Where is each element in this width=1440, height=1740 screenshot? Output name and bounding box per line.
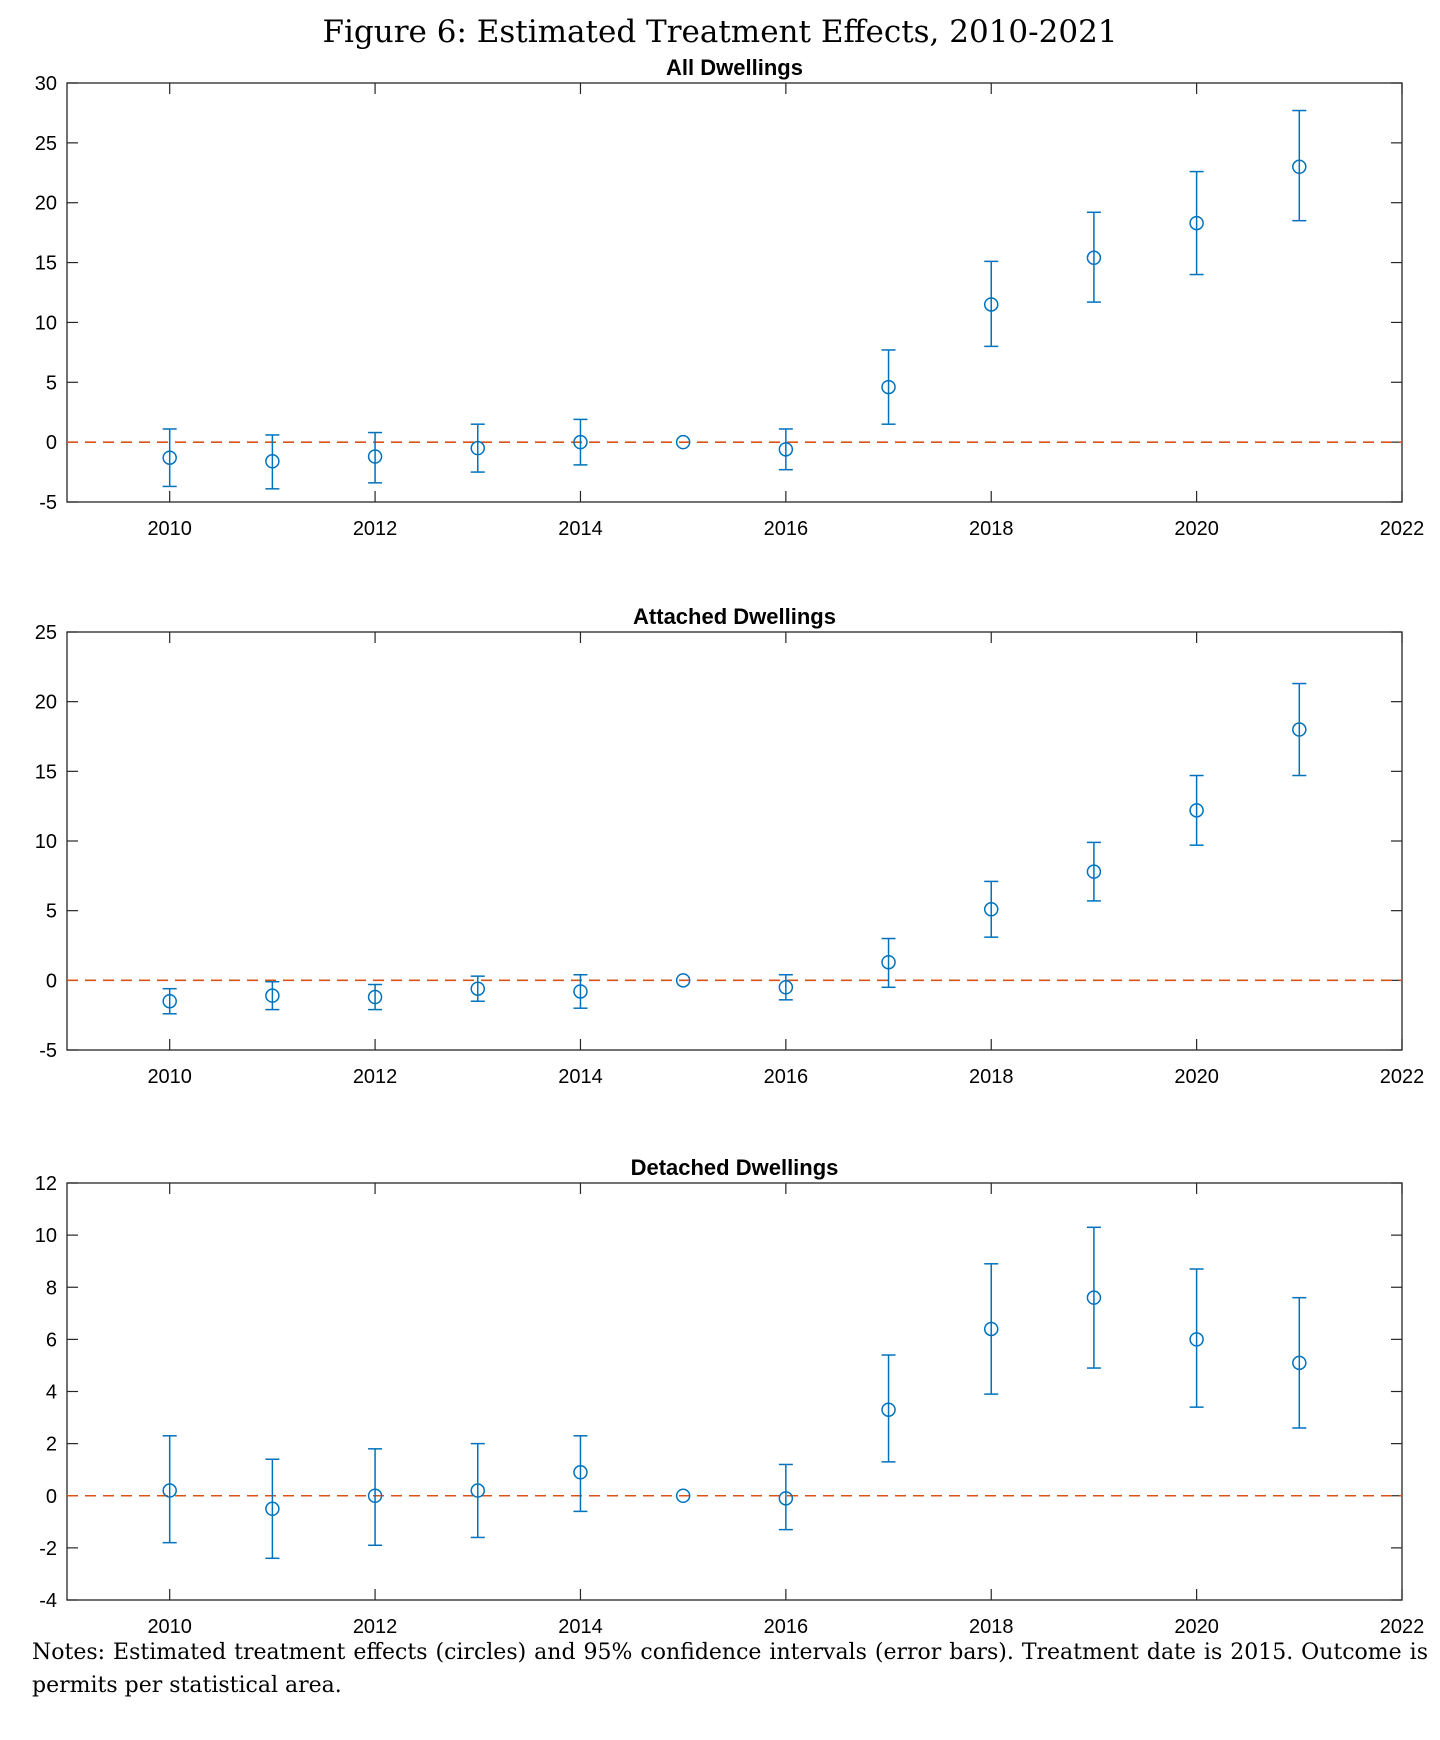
y-tick-label: 30 (35, 73, 57, 95)
chart-panel-2: Attached Dwellings -5 0 5 10 15 20 25 2010 2012 20… (35, 604, 1425, 1088)
x-tick-label: 2018 (969, 518, 1014, 540)
y-tick-label: -5 (39, 1040, 57, 1062)
x-tick-label: 2010 (147, 518, 192, 540)
x-tick-label: 2022 (1380, 1616, 1425, 1638)
y-tick-label: 15 (35, 761, 57, 783)
estimate-point (367, 1488, 383, 1503)
estimate-point (983, 297, 999, 312)
chart-panel-1: All Dwellings -5 0 5 10 15 20 25 30 2010 2012 2014 2… (35, 55, 1425, 540)
estimate-point (1292, 722, 1307, 737)
plot-area-frame (66, 1182, 1403, 1601)
estimate-point (983, 902, 999, 917)
estimate-point (265, 988, 280, 1003)
y-tick-label: 0 (46, 1486, 57, 1508)
estimate-point (675, 434, 691, 450)
estimate-point (573, 1465, 588, 1480)
x-tick-label: 2016 (764, 1616, 809, 1638)
estimate-point (573, 984, 588, 999)
x-tick-label: 2018 (969, 1066, 1014, 1088)
chart-panel-3: Detached Dwellings -4 -2 0 2 4 6 8 10 12 2010 2012 2… (35, 1155, 1425, 1638)
x-tick-label: 2014 (558, 1066, 603, 1088)
x-tick-label: 2010 (147, 1616, 192, 1638)
x-tick-label: 2020 (1174, 518, 1219, 540)
y-tick-label: 4 (46, 1382, 57, 1404)
estimate-point (470, 981, 486, 996)
estimate-point (162, 1483, 177, 1498)
y-tick-label: 10 (35, 312, 57, 334)
estimate-point (470, 1483, 486, 1498)
estimate-point (778, 1491, 794, 1506)
x-tick-label: 2020 (1174, 1616, 1219, 1638)
x-tick-label: 2018 (969, 1616, 1014, 1638)
figure-notes: Notes: Estimated treatment effects (circ… (32, 1640, 1428, 1698)
y-tick-label: 2 (46, 1434, 57, 1456)
y-tick-label: 5 (46, 901, 57, 923)
y-tick-label: 10 (35, 831, 57, 853)
estimate-point (881, 954, 896, 970)
plot-area-frame (66, 82, 1403, 503)
x-tick-label: 2012 (353, 1616, 398, 1638)
y-tick-label: 25 (35, 622, 57, 644)
estimate-point (1189, 1332, 1204, 1347)
x-tick-label: 2016 (764, 1066, 809, 1088)
chart-title: All Dwellings (666, 55, 803, 80)
y-tick-label: 6 (46, 1329, 57, 1351)
x-tick-label: 2010 (147, 1066, 192, 1088)
y-tick-label: 20 (35, 193, 57, 215)
estimate-point (675, 1488, 691, 1503)
estimate-point (881, 379, 896, 395)
estimate-point (573, 434, 588, 450)
estimate-point (162, 450, 177, 465)
estimate-point (162, 993, 177, 1009)
y-tick-label: 15 (35, 253, 57, 275)
y-tick-label: -2 (39, 1538, 57, 1560)
y-tick-label: 20 (35, 692, 57, 714)
estimate-point (675, 973, 691, 988)
estimate-point (470, 440, 486, 456)
y-tick-label: 0 (46, 970, 57, 992)
estimate-point (1189, 215, 1204, 231)
estimate-point (265, 454, 280, 469)
y-tick-label: 10 (35, 1225, 57, 1247)
x-tick-label: 2012 (353, 1066, 398, 1088)
x-tick-label: 2016 (764, 518, 809, 540)
estimate-point (367, 449, 383, 464)
y-tick-label: 25 (35, 133, 57, 155)
x-tick-label: 2014 (558, 1616, 603, 1638)
chart-title: Detached Dwellings (631, 1155, 839, 1180)
estimate-point (881, 1402, 896, 1417)
y-tick-label: 12 (35, 1173, 57, 1195)
estimate-point (1189, 803, 1204, 818)
chart-title: Attached Dwellings (633, 604, 836, 629)
x-tick-label: 2014 (558, 518, 603, 540)
estimate-point (983, 1321, 999, 1337)
x-tick-label: 2022 (1380, 518, 1425, 540)
plot-area-frame (66, 631, 1403, 1051)
y-tick-label: -4 (39, 1590, 57, 1612)
y-tick-label: 8 (46, 1277, 57, 1299)
estimate-point (778, 442, 794, 457)
y-tick-label: -5 (39, 492, 57, 514)
figure-title: Figure 6: Estimated Treatment Effects, 2… (322, 14, 1118, 50)
estimate-point (1292, 159, 1307, 175)
estimate-point (265, 1501, 280, 1517)
estimate-point (1086, 250, 1102, 266)
estimate-point (1292, 1355, 1307, 1371)
estimate-point (1086, 1290, 1102, 1305)
y-tick-label: 0 (46, 432, 57, 454)
y-tick-label: 5 (46, 372, 57, 394)
x-tick-label: 2012 (353, 518, 398, 540)
x-tick-label: 2020 (1174, 1066, 1219, 1088)
x-tick-label: 2022 (1380, 1066, 1425, 1088)
estimate-point (778, 980, 794, 995)
estimate-point (1086, 864, 1102, 879)
estimate-point (367, 989, 383, 1005)
